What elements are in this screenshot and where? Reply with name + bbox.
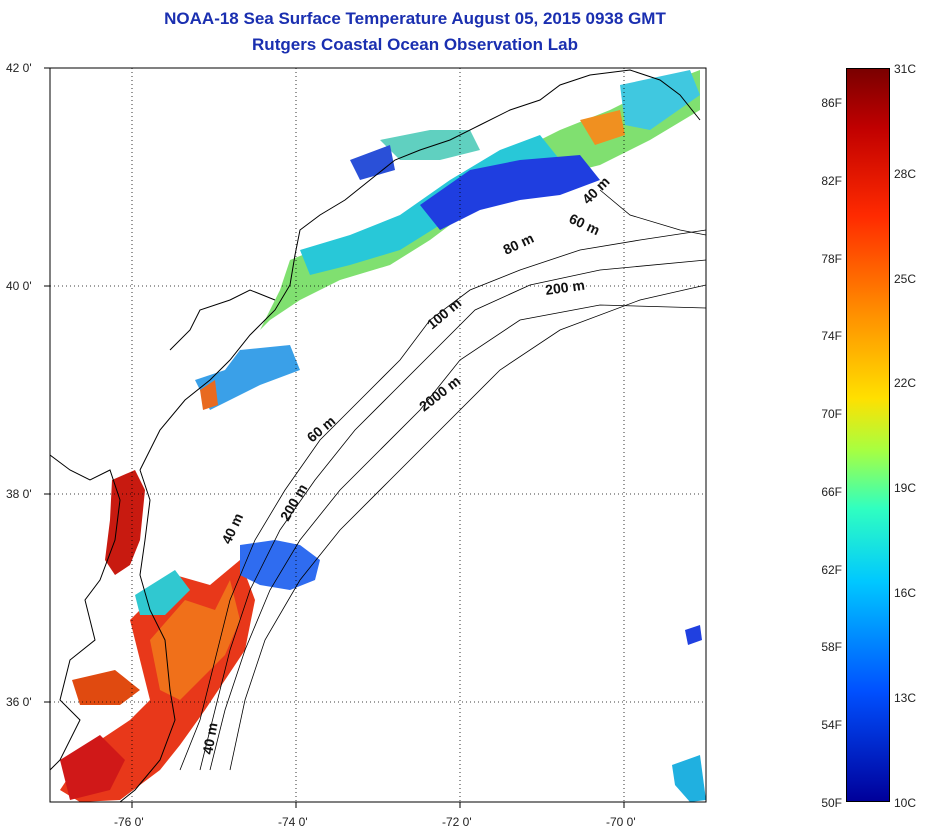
map-subtitle: Rutgers Coastal Ocean Observation Lab xyxy=(252,35,578,54)
sst-warm-south-orange xyxy=(150,580,240,700)
colorbar-c-label: 31C xyxy=(894,62,917,76)
colorbar-f-label: 70F xyxy=(821,407,842,421)
colorbar-f-label: 78F xyxy=(821,252,842,266)
colorbar-f-label: 86F xyxy=(821,96,842,110)
colorbar-c-label: 10C xyxy=(894,796,917,810)
frame-ticks xyxy=(44,67,625,808)
contour-label: 40 m xyxy=(199,721,220,755)
coastline xyxy=(50,69,701,802)
colorbar-c-label: 13C xyxy=(894,691,917,705)
sst-li-sound xyxy=(380,130,480,160)
lat-label: 36 0' xyxy=(6,695,32,709)
colorbar-f-label: 62F xyxy=(821,563,842,577)
colorbar-f-label: 54F xyxy=(821,718,842,732)
contour-label: 200 m xyxy=(544,277,586,298)
contour-label: 60 m xyxy=(304,413,339,446)
colorbar-f-label: 82F xyxy=(821,174,842,188)
colorbar-f-label: 58F xyxy=(821,640,842,654)
map-title: NOAA-18 Sea Surface Temperature August 0… xyxy=(164,9,666,28)
sst-ne-blob xyxy=(672,755,706,802)
lon-label: -72 0' xyxy=(442,815,472,829)
colorbar-f-label: 50F xyxy=(821,796,842,810)
temperature-colorbar xyxy=(846,68,890,802)
bathymetry-contours xyxy=(179,189,706,771)
contour-label: 80 m xyxy=(501,230,537,258)
sst-north-blue xyxy=(420,155,600,230)
sst-delmarva-warm xyxy=(200,380,218,410)
lat-label: 42 0' xyxy=(6,61,32,75)
map-frame xyxy=(49,67,707,803)
colorbar-f-label: 66F xyxy=(821,485,842,499)
sst-li-blue xyxy=(350,145,395,180)
lon-label: -70 0' xyxy=(606,815,636,829)
sst-pamlico xyxy=(72,670,140,705)
sst-ne-blob2 xyxy=(685,625,702,645)
colorbar-c-label: 16C xyxy=(894,586,917,600)
colorbar-c-label: 19C xyxy=(894,481,917,495)
sst-cyan-mid xyxy=(135,570,190,615)
colorbar-f-label: 74F xyxy=(821,329,842,343)
sst-north-teal xyxy=(620,70,700,130)
colorbar-c-label: 25C xyxy=(894,272,917,286)
sst-chesapeake xyxy=(105,470,145,575)
colorbar-c-label: 22C xyxy=(894,376,917,390)
colorbar-c-label: 28C xyxy=(894,167,917,181)
lat-label: 38 0' xyxy=(6,487,32,501)
contour-label: 60 m xyxy=(567,210,603,238)
sst-north-orange xyxy=(580,110,625,145)
contour-label: 200 m xyxy=(277,481,311,523)
lon-label: -74 0' xyxy=(278,815,308,829)
graticule xyxy=(50,68,706,802)
sst-cool-mid xyxy=(240,540,320,590)
lon-label: -76 0' xyxy=(114,815,144,829)
contour-label: 2000 m xyxy=(416,373,463,415)
lat-label: 40 0' xyxy=(6,279,32,293)
sst-sound-red xyxy=(60,735,125,800)
contour-label: 40 m xyxy=(218,511,246,547)
sst-delmarva xyxy=(195,345,300,410)
